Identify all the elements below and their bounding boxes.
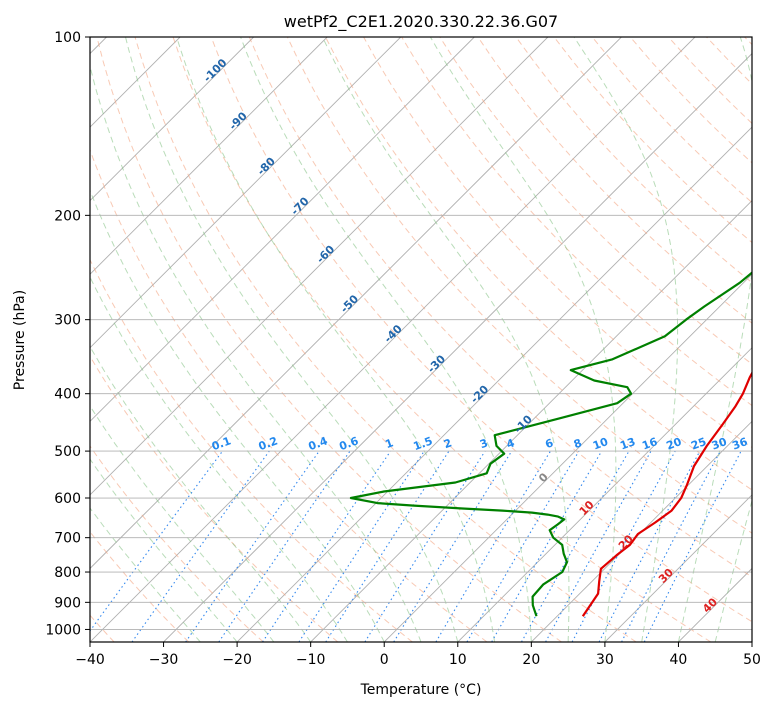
mixing-ratio-label: 16 [640, 435, 659, 453]
x-tick-label: 50 [743, 652, 761, 668]
moist-adiabat [90, 345, 312, 642]
dry-adiabat [325, 37, 752, 491]
y-tick-label: 700 [54, 531, 81, 547]
dry-adiabat [90, 445, 264, 642]
moist-adiabat [240, 37, 532, 642]
moist-adiabat [90, 188, 385, 642]
dry-adiabat [134, 37, 637, 642]
mixing-ratio-label: 0.4 [307, 434, 330, 453]
mixing-ratio-line [466, 450, 580, 642]
mixing-ratio-line [185, 450, 320, 642]
mixing-ratio-line [571, 450, 676, 642]
mixing-ratio-label: 8 [572, 436, 584, 451]
x-tick-label: 10 [449, 652, 467, 668]
dry-adiabat [172, 37, 712, 642]
mixing-ratio-label: 25 [689, 435, 708, 452]
y-tick-label: 400 [54, 387, 81, 403]
mixing-ratio-line [218, 450, 351, 642]
dry-adiabat [248, 37, 752, 578]
y-tick-label: 100 [54, 30, 81, 46]
isotherm-line [90, 37, 622, 570]
moist-adiabat [125, 37, 459, 642]
isotherm-line [383, 273, 752, 642]
y-axis-label: Pressure (hPa) [12, 290, 28, 390]
moist-adiabat [714, 498, 752, 642]
x-axis-label: Temperature (°C) [360, 682, 482, 698]
dry-adiabat [90, 258, 413, 642]
isotherm-line [163, 52, 752, 642]
mixing-ratio-label: 6 [543, 436, 555, 451]
x-axis: −40 −30 −20 −10 0 10 20 30 40 50 [75, 642, 761, 668]
x-tick-label: 0 [380, 652, 389, 668]
dewpoint-profile [349, 271, 752, 617]
isotherm-line [90, 37, 254, 202]
mixing-ratio-line [364, 450, 486, 642]
isotherm-line [90, 37, 549, 496]
moist-adiabat [90, 507, 201, 642]
mixing-ratio-label: 36 [730, 435, 749, 453]
x-tick-label: −10 [296, 652, 326, 668]
dry-adiabat [210, 37, 752, 623]
mixing-ratio-label: 20 [665, 435, 684, 453]
sounding-profiles [349, 271, 752, 617]
y-tick-label: 300 [54, 313, 81, 329]
y-tick-label: 900 [54, 595, 81, 611]
mixing-ratio-label: 30 [710, 435, 729, 453]
y-tick-label: 800 [54, 565, 81, 581]
chart-title: wetPf2_C2E1.2020.330.22.36.G07 [284, 12, 558, 32]
mixing-ratio-line [325, 450, 450, 642]
mixing-ratio-line [262, 450, 391, 642]
moist-adiabat [90, 405, 275, 642]
y-axis: 100 200 300 400 500 600 700 800 900 1000 [45, 30, 90, 638]
isobar-lines [90, 37, 752, 630]
x-tick-label: 40 [670, 652, 688, 668]
mixing-ratio-lines: 0.1 0.2 0.4 0.6 1 1.5 2 3 4 6 8 10 13 16 20 25 30 36 [90, 434, 750, 642]
y-tick-label: 200 [54, 208, 81, 224]
moist-adiabat [322, 37, 570, 642]
isotherm-line [604, 494, 752, 642]
moist-adiabat [677, 37, 752, 642]
isotherm-line [90, 37, 328, 275]
x-tick-label: −20 [222, 652, 252, 668]
moist-adiabat [176, 37, 496, 642]
mixing-ratio-label: 10 [591, 435, 610, 453]
mixing-ratio-label: 3 [478, 436, 490, 451]
temperature-profile [581, 370, 752, 617]
moist-adiabat [90, 275, 348, 642]
mixing-ratio-label: 13 [618, 435, 637, 452]
moist-adiabat [90, 64, 422, 642]
mixing-ratio-label: 0.6 [337, 434, 360, 453]
moist-adiabat-lines [90, 37, 752, 642]
plot-frame [89, 36, 753, 643]
isotherm-line [236, 126, 752, 642]
x-tick-label: −30 [149, 652, 179, 668]
mixing-ratio-label: 4 [505, 436, 517, 451]
y-tick-label: 500 [54, 444, 81, 460]
moist-adiabat [90, 458, 238, 642]
x-tick-label: 30 [596, 652, 614, 668]
isotherm-line [90, 37, 402, 349]
mixing-ratio-line [393, 450, 513, 642]
y-tick-label: 1000 [45, 622, 81, 638]
mixing-ratio-label: 1.5 [412, 434, 435, 453]
x-tick-label: −40 [75, 652, 105, 668]
mixing-ratio-line [435, 450, 551, 642]
mixing-ratio-label: 2 [442, 436, 454, 451]
isotherm-line [90, 37, 475, 422]
mixing-ratio-label: 1 [383, 436, 395, 451]
mixing-ratio-label: 0.1 [210, 434, 233, 453]
mixing-ratio-line [298, 450, 425, 642]
mixing-ratio-line [131, 450, 270, 642]
moist-adiabat [573, 37, 679, 642]
dry-adiabat [96, 37, 562, 642]
mixing-ratio-line [598, 450, 701, 642]
x-tick-label: 20 [522, 652, 540, 668]
y-tick-label: 600 [54, 491, 81, 507]
mixing-ratio-label: 0.2 [257, 434, 280, 453]
moist-adiabat [429, 37, 617, 642]
